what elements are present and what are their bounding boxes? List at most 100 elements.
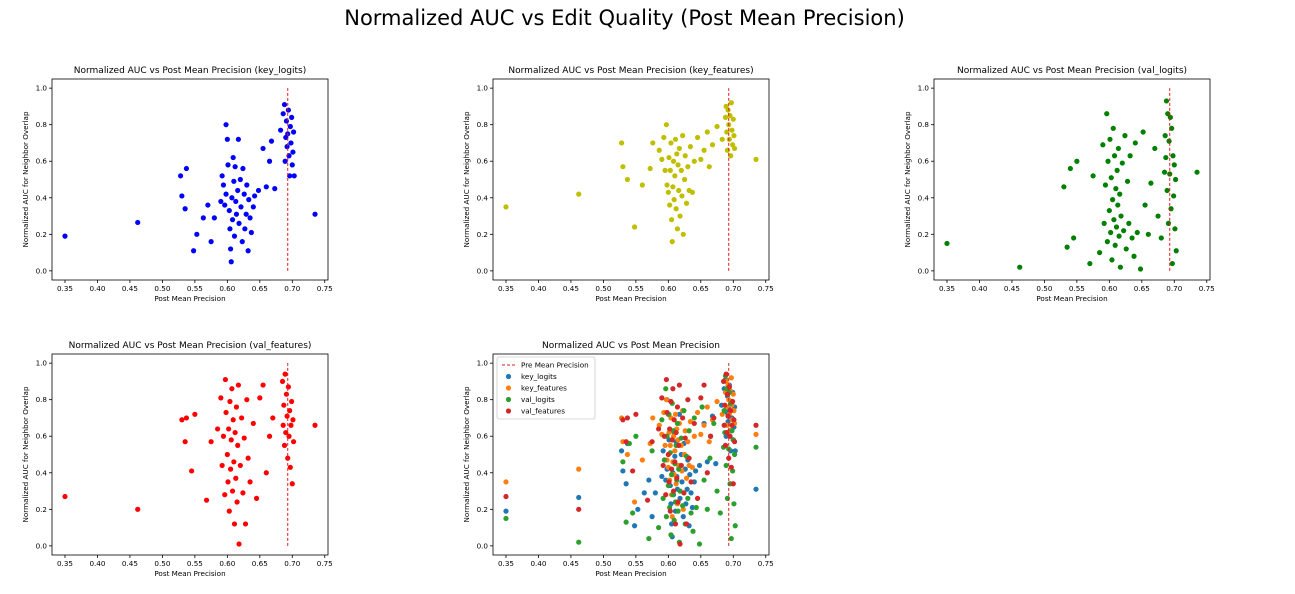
data-point xyxy=(281,402,287,408)
x-axis-label: Post Mean Precision xyxy=(1036,294,1107,303)
data-point xyxy=(683,475,690,481)
data-point xyxy=(282,371,288,377)
data-point xyxy=(676,382,682,388)
data-point xyxy=(669,239,675,245)
subplot-4: Normalized AUC vs Post Mean Precision (v… xyxy=(21,341,333,578)
data-point xyxy=(1111,153,1118,159)
data-point xyxy=(666,154,672,161)
data-point xyxy=(678,435,684,441)
data-point xyxy=(1115,145,1122,152)
data-point xyxy=(287,173,293,179)
data-point xyxy=(670,158,677,164)
data-point xyxy=(694,409,701,416)
y-tick-label: 0.2 xyxy=(477,230,488,239)
data-point xyxy=(661,457,668,463)
data-point xyxy=(250,204,256,210)
y-tick-label: 0.0 xyxy=(918,266,930,275)
data-point xyxy=(226,207,232,214)
data-point xyxy=(633,411,639,417)
y-tick-label: 0.2 xyxy=(477,505,488,514)
x-tick-label: 0.75 xyxy=(1199,284,1215,293)
data-point xyxy=(576,466,582,472)
data-point xyxy=(676,145,682,152)
data-point xyxy=(1171,193,1177,199)
x-tick-label: 0.55 xyxy=(187,559,203,568)
data-point xyxy=(731,451,738,458)
data-point xyxy=(660,462,666,469)
data-point xyxy=(234,499,240,505)
y-tick-label: 1.0 xyxy=(477,359,489,368)
data-point xyxy=(257,395,263,401)
data-point xyxy=(218,198,224,205)
y-tick-label: 0.4 xyxy=(36,193,48,202)
data-point xyxy=(229,217,236,223)
data-point xyxy=(223,122,229,128)
data-point xyxy=(227,398,233,405)
data-point xyxy=(1104,111,1110,117)
data-point xyxy=(665,451,671,458)
data-point xyxy=(683,200,690,206)
data-point xyxy=(231,178,237,184)
data-point xyxy=(667,442,673,448)
data-point xyxy=(1115,202,1121,208)
data-point xyxy=(674,420,681,427)
data-point xyxy=(728,464,734,470)
data-point xyxy=(243,211,249,217)
data-point xyxy=(220,182,227,188)
data-point xyxy=(650,140,656,146)
data-point xyxy=(663,514,669,520)
y-tick-label: 0.0 xyxy=(36,541,48,550)
data-point xyxy=(663,386,669,392)
data-point xyxy=(649,439,655,445)
data-point xyxy=(1108,229,1114,236)
data-point xyxy=(576,191,582,197)
data-point xyxy=(675,508,681,514)
data-point xyxy=(669,437,675,443)
y-tick-label: 0.4 xyxy=(918,193,930,202)
data-point xyxy=(1169,260,1175,267)
data-point xyxy=(631,523,638,529)
data-point xyxy=(211,215,217,221)
data-point xyxy=(681,176,688,183)
legend-dot-marker xyxy=(505,373,512,380)
data-point xyxy=(288,422,294,428)
data-point xyxy=(135,506,141,512)
data-point xyxy=(223,409,229,416)
x-tick-label: 0.35 xyxy=(939,284,955,293)
data-point xyxy=(674,151,680,157)
data-point xyxy=(232,429,238,436)
data-point xyxy=(696,541,703,547)
data-point xyxy=(624,176,631,183)
data-point xyxy=(203,497,210,503)
data-point xyxy=(235,187,241,194)
x-tick-label: 0.70 xyxy=(725,559,741,568)
figure-suptitle: Normalized AUC vs Edit Quality (Post Mea… xyxy=(344,6,905,30)
data-point xyxy=(633,433,639,439)
data-point xyxy=(1112,242,1118,248)
y-tick-label: 0.8 xyxy=(36,120,48,129)
data-point xyxy=(281,442,288,448)
data-point xyxy=(689,464,695,470)
data-point xyxy=(687,419,694,425)
axes-frame xyxy=(492,353,770,556)
x-tick-label: 0.45 xyxy=(1004,284,1020,293)
data-point xyxy=(677,541,683,547)
data-point xyxy=(1107,136,1113,142)
x-tick-label: 0.40 xyxy=(530,559,546,568)
data-point xyxy=(672,459,678,465)
data-point xyxy=(623,519,629,525)
data-point xyxy=(656,524,662,531)
data-point xyxy=(1142,202,1148,208)
data-point xyxy=(714,123,720,130)
data-point xyxy=(673,206,679,212)
data-point xyxy=(724,147,731,153)
data-point xyxy=(698,431,704,437)
x-tick-label: 0.45 xyxy=(122,284,138,293)
data-point xyxy=(290,439,297,445)
data-point xyxy=(246,197,252,203)
data-point xyxy=(623,481,629,487)
data-point xyxy=(624,415,631,421)
data-point xyxy=(1102,182,1109,188)
data-point xyxy=(1100,142,1106,148)
